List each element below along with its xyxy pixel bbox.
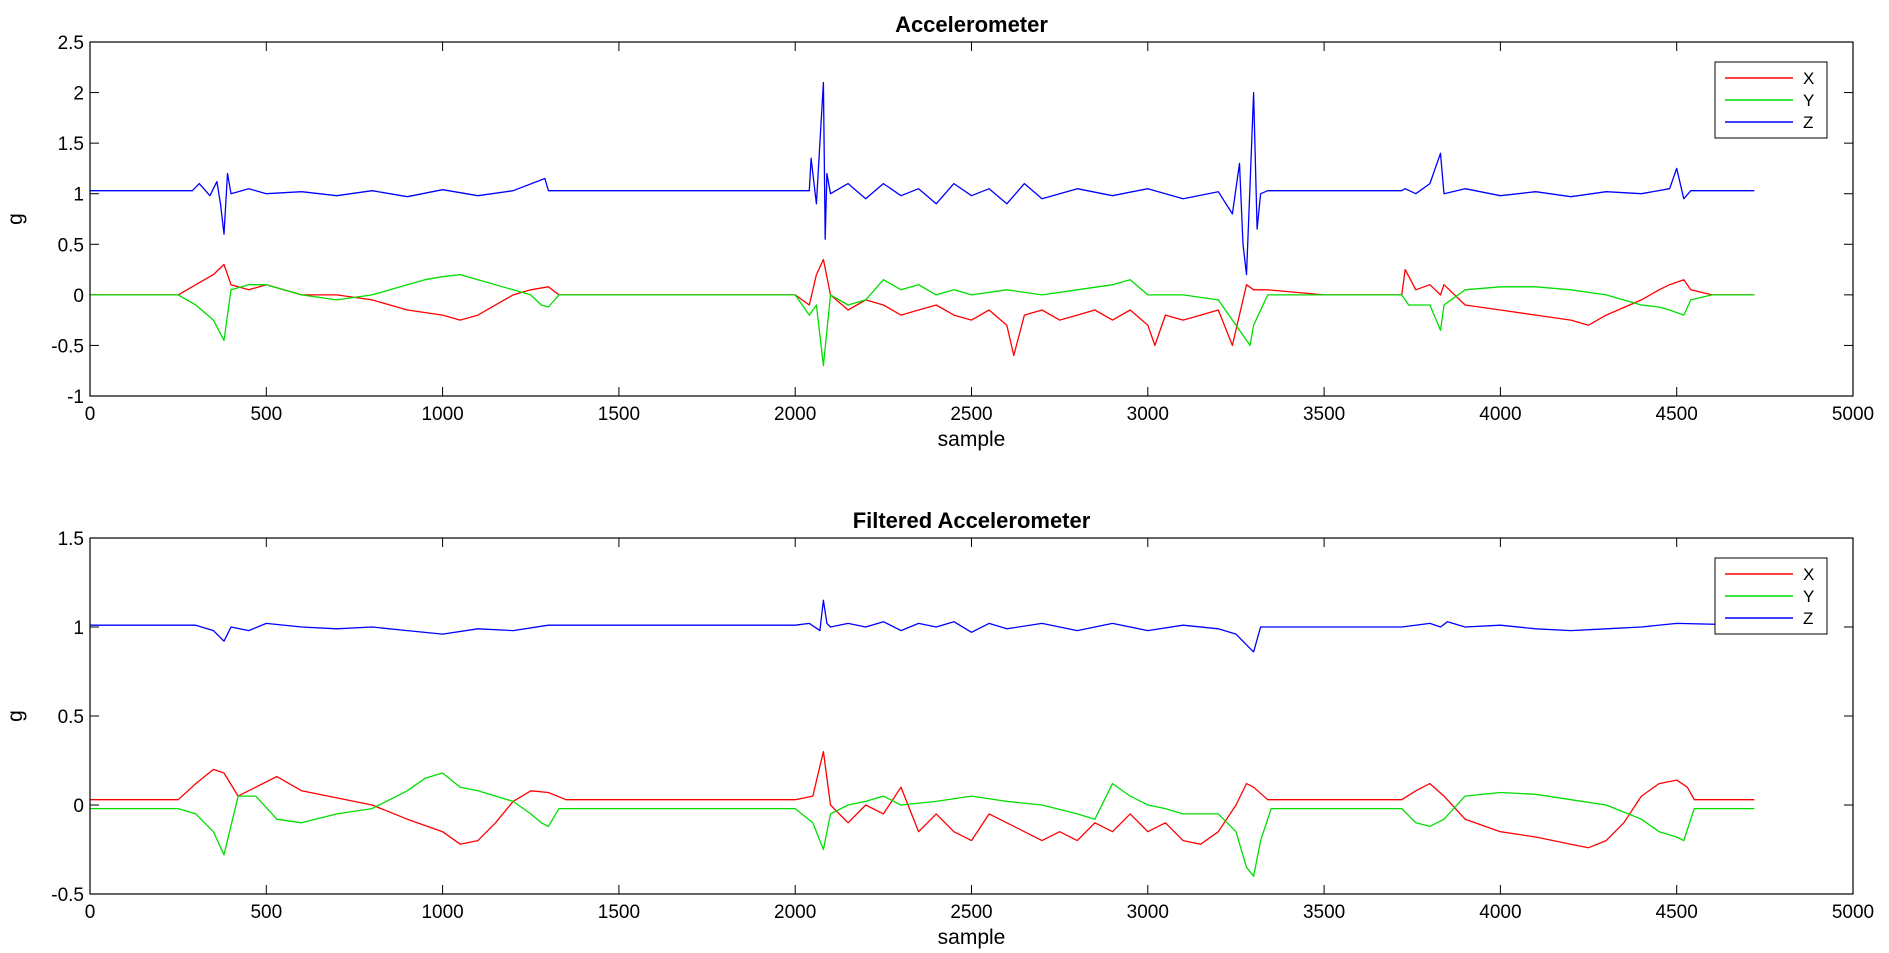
legend-label-z: Z (1803, 113, 1813, 132)
x-tick-label: 4000 (1479, 902, 1521, 923)
axes-frame (89, 41, 1854, 397)
y-tick-label: 0 (73, 796, 84, 817)
x-axis-label: sample (938, 428, 1006, 451)
legend-label-x: X (1803, 565, 1814, 584)
x-tick-label: 3500 (1303, 902, 1345, 923)
series-line-x (90, 258, 1755, 357)
x-tick-label: 0 (85, 902, 96, 923)
chart-title: Filtered Accelerometer (853, 508, 1091, 533)
series-line-z (90, 599, 1755, 653)
x-tick-label: 2000 (774, 404, 816, 425)
y-tick-label: -0.5 (51, 885, 84, 906)
x-tick-label: 500 (250, 404, 282, 425)
x-tick-label: 4000 (1479, 404, 1521, 425)
x-tick-label: 5000 (1832, 404, 1874, 425)
series-group (90, 599, 1755, 877)
x-tick-label: 500 (250, 902, 282, 923)
x-tick-label: 3000 (1127, 404, 1169, 425)
x-tick-label: 4500 (1656, 902, 1698, 923)
y-tick-label: 1 (73, 185, 84, 206)
series-group (90, 81, 1755, 367)
legend-label-y: Y (1803, 587, 1814, 606)
x-tick-label: 1500 (598, 404, 640, 425)
series-line-z (90, 81, 1755, 276)
chart-2: Filtered Accelerometer 0 500 1000 1500 2000 25… (4, 508, 1874, 949)
y-tick-label: 1.5 (58, 134, 84, 155)
x-tick-label: 3500 (1303, 404, 1345, 425)
series-line-x (90, 750, 1755, 849)
y-tick-label: -0.5 (51, 336, 84, 357)
series-line-y (90, 273, 1755, 367)
axes-frame (89, 537, 1854, 895)
y-tick-label: 2 (73, 84, 84, 105)
y-axis-label: g (4, 710, 27, 722)
plot-area (90, 538, 1853, 894)
legend-label-x: X (1803, 69, 1814, 88)
y-tick-label: 0 (73, 286, 84, 307)
x-tick-label: 2000 (774, 902, 816, 923)
plot-area (90, 42, 1853, 396)
x-tick-label: 0 (85, 404, 96, 425)
legend-label-y: Y (1803, 91, 1814, 110)
chart-title: Accelerometer (895, 12, 1048, 37)
chart-1: Accelerometer 0 500 1000 1500 2000 2500 3000 350… (4, 12, 1874, 451)
legend: XYZ (1714, 557, 1828, 635)
series-line-y (90, 772, 1755, 877)
x-tick-label: 1000 (421, 902, 463, 923)
x-tick-label: 2500 (950, 902, 992, 923)
x-tick-label: 1500 (598, 902, 640, 923)
legend-label-z: Z (1803, 609, 1813, 628)
y-tick-label: 1 (73, 618, 84, 639)
y-tick-label: -1 (67, 387, 84, 408)
y-axis-label: g (4, 213, 27, 225)
x-tick-label: 2500 (950, 404, 992, 425)
x-tick-label: 4500 (1656, 404, 1698, 425)
x-axis-label: sample (938, 926, 1006, 949)
legend: XYZ (1714, 61, 1828, 139)
x-tick-label: 1000 (421, 404, 463, 425)
y-tick-label: 1.5 (58, 529, 84, 550)
x-tick-label: 5000 (1832, 902, 1874, 923)
y-tick-label: 0.5 (58, 235, 84, 256)
y-tick-label: 2.5 (58, 33, 84, 54)
y-tick-label: 0.5 (58, 707, 84, 728)
x-tick-label: 3000 (1127, 902, 1169, 923)
